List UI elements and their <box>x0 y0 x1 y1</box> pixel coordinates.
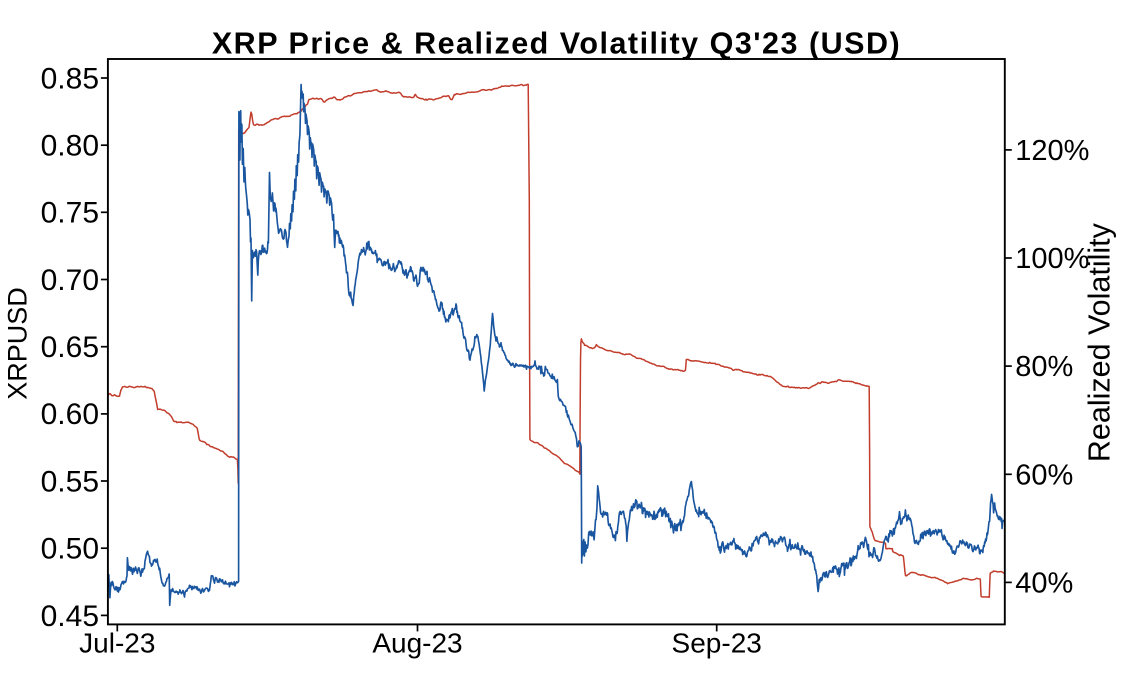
svg-text:XRPUSD: XRPUSD <box>2 287 32 400</box>
svg-text:40%: 40% <box>1015 568 1073 600</box>
svg-text:Sep-23: Sep-23 <box>672 628 762 659</box>
svg-text:XRP Price & Realized Volatilit: XRP Price & Realized Volatility Q3'23 (U… <box>212 27 901 61</box>
svg-text:0.85: 0.85 <box>41 62 99 95</box>
svg-text:0.70: 0.70 <box>41 264 99 297</box>
svg-text:0.75: 0.75 <box>41 197 99 230</box>
svg-text:0.80: 0.80 <box>41 130 99 163</box>
svg-text:100%: 100% <box>1015 243 1089 275</box>
svg-text:Aug-23: Aug-23 <box>372 628 462 659</box>
svg-text:60%: 60% <box>1015 459 1073 491</box>
svg-text:0.45: 0.45 <box>41 600 99 633</box>
svg-text:0.60: 0.60 <box>41 398 99 431</box>
svg-text:0.65: 0.65 <box>41 331 99 364</box>
svg-text:0.55: 0.55 <box>41 465 99 498</box>
svg-text:80%: 80% <box>1015 351 1073 383</box>
svg-text:120%: 120% <box>1015 135 1089 167</box>
svg-text:Realized Volatility: Realized Volatility <box>1082 222 1116 462</box>
svg-text:0.50: 0.50 <box>41 533 99 566</box>
svg-text:Jul-23: Jul-23 <box>79 628 155 659</box>
